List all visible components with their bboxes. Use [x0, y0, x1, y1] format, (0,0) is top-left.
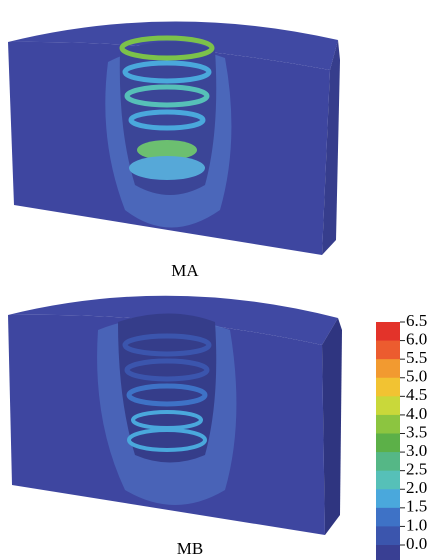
- colorbar-label: 4.0: [406, 404, 427, 423]
- model-ma: [8, 21, 340, 255]
- colorbar-segment: [376, 545, 400, 560]
- hole-bottom: [129, 156, 205, 180]
- colorbar-segment: [376, 322, 400, 341]
- colorbar-label: 3.0: [406, 441, 427, 460]
- colorbar-label: 2.0: [406, 478, 427, 497]
- figure: MA MB 6.56.05.55.04.54.03.53.02.52.01.51…: [0, 0, 447, 560]
- panel-label: MA: [171, 261, 199, 280]
- page: MA MB 6.56.05.55.04.54.03.53.02.52.01.51…: [0, 0, 447, 560]
- colorbar-segment: [376, 489, 400, 508]
- colorbar-label: 5.0: [406, 367, 427, 386]
- side-face: [322, 318, 342, 535]
- colorbar-label: 2.5: [406, 460, 427, 479]
- colorbar-segment: [376, 434, 400, 453]
- panel-label: MB: [177, 539, 203, 558]
- colorbar-label: 3.5: [406, 422, 427, 441]
- colorbar-label: 0.0: [406, 534, 427, 553]
- colorbar-label: 1.5: [406, 497, 427, 516]
- colorbar-label: 5.5: [406, 348, 427, 367]
- colorbar-segment: [376, 526, 400, 545]
- model-mb: [8, 296, 342, 535]
- colorbar: 6.56.05.55.04.54.03.53.02.52.01.51.00.0: [376, 311, 427, 560]
- colorbar-label: 1.0: [406, 515, 427, 534]
- colorbar-segment: [376, 378, 400, 397]
- colorbar-label: 4.5: [406, 385, 427, 404]
- colorbar-segment: [376, 452, 400, 471]
- colorbar-label: 6.5: [406, 311, 427, 330]
- colorbar-segment: [376, 359, 400, 378]
- colorbar-label: 6.0: [406, 329, 427, 348]
- colorbar-segment: [376, 415, 400, 434]
- colorbar-segment: [376, 341, 400, 360]
- colorbar-segment: [376, 396, 400, 415]
- colorbar-segment: [376, 508, 400, 527]
- colorbar-segment: [376, 471, 400, 490]
